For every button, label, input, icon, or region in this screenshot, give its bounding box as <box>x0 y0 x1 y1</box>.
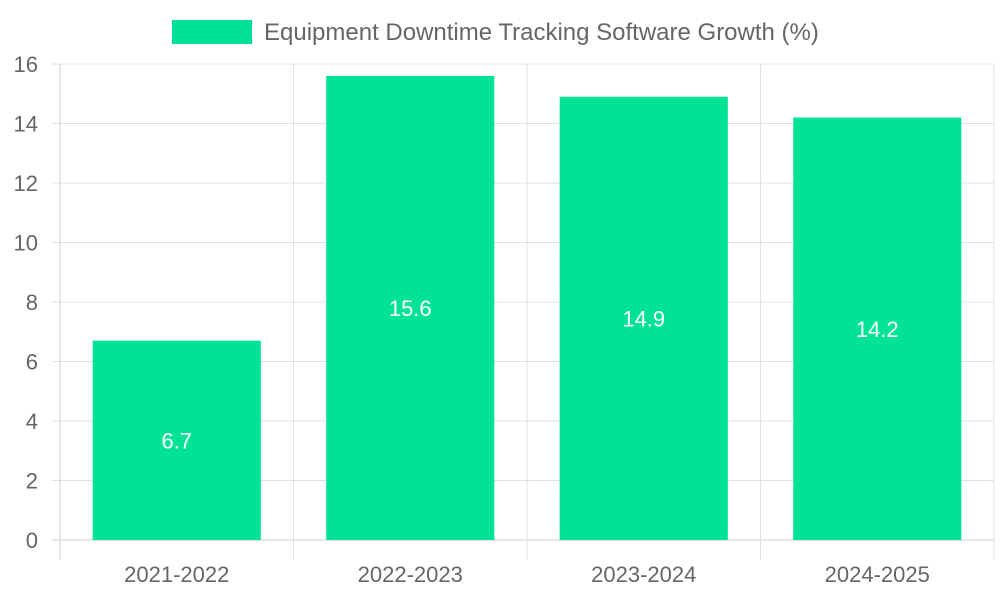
y-tick-label: 6 <box>26 350 38 375</box>
y-tick-label: 8 <box>26 290 38 315</box>
bar-2024-2025[interactable] <box>793 117 962 541</box>
y-tick-label: 16 <box>14 52 38 77</box>
grid-layer <box>52 63 995 560</box>
legend[interactable]: Equipment Downtime Tracking Software Gro… <box>172 19 819 46</box>
y-tick-label: 14 <box>14 112 38 137</box>
bar-2022-2023[interactable] <box>326 75 495 541</box>
y-tick-label: 2 <box>26 469 38 494</box>
x-tick-label: 2023-2024 <box>591 562 696 587</box>
bar-data-label: 6.7 <box>161 428 192 453</box>
legend-swatch[interactable] <box>172 20 252 44</box>
bar-data-label: 14.9 <box>622 306 665 331</box>
legend-label[interactable]: Equipment Downtime Tracking Software Gro… <box>264 19 819 46</box>
bar-2023-2024[interactable] <box>559 96 728 540</box>
y-tick-label: 4 <box>26 409 38 434</box>
bar-data-label: 15.6 <box>389 296 432 321</box>
x-tick-label: 2022-2023 <box>358 562 463 587</box>
bar-data-label: 14.2 <box>856 317 899 342</box>
bars-layer: 6.7 15.6 14.9 14.2 <box>92 75 962 541</box>
bar-2021-2022[interactable] <box>92 340 261 540</box>
axis-layer: 0 2 4 6 8 10 12 14 16 2021-2022 2022-2023 2023-2024… <box>14 52 930 587</box>
x-tick-label: 2021-2022 <box>124 562 229 587</box>
y-tick-label: 12 <box>14 171 38 196</box>
y-tick-label: 10 <box>14 231 38 256</box>
x-tick-label: 2024-2025 <box>825 562 930 587</box>
y-tick-label: 0 <box>26 528 38 553</box>
